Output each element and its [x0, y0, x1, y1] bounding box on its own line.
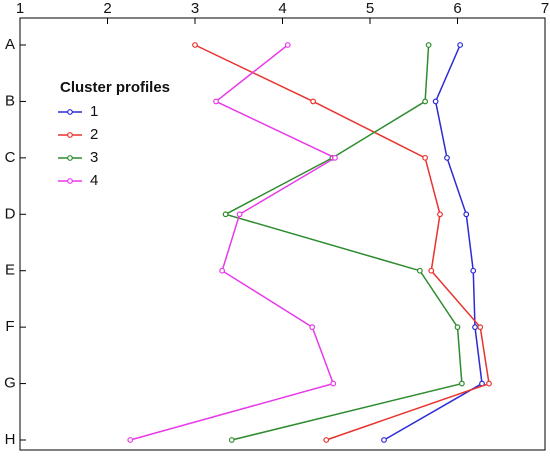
legend-marker [67, 109, 73, 115]
point [332, 154, 338, 161]
point [309, 324, 316, 331]
legend-label: 3 [90, 149, 98, 166]
point [470, 267, 477, 274]
x-tick-label: 6 [453, 0, 461, 17]
point [422, 154, 429, 161]
legend-marker [67, 155, 73, 161]
point [425, 42, 432, 48]
y-tick-label: A [5, 36, 15, 53]
point [381, 437, 387, 443]
point [486, 380, 492, 387]
y-tick-label: F [5, 318, 14, 335]
x-tick-label: 1 [16, 0, 24, 17]
point [236, 211, 243, 218]
y-tick-label: E [5, 262, 15, 279]
y-tick-label: D [5, 205, 16, 222]
y-tick-label: B [5, 92, 15, 109]
legend-label: 1 [90, 103, 98, 120]
point [437, 211, 443, 218]
series-line [383, 44, 483, 441]
x-tick-label: 3 [191, 0, 199, 17]
series-line [223, 44, 463, 441]
point [310, 98, 317, 105]
legend-label: 4 [90, 172, 98, 189]
point [444, 154, 450, 161]
point [454, 324, 461, 331]
point [422, 98, 429, 105]
point [416, 267, 423, 274]
x-tick-label: 2 [103, 0, 111, 17]
legend-label: 2 [90, 126, 98, 143]
series-line [130, 44, 337, 441]
y-tick-label: C [5, 149, 16, 166]
point [323, 437, 330, 443]
point [477, 324, 484, 331]
x-tick-label: 4 [278, 0, 286, 17]
point [432, 98, 439, 105]
point [222, 211, 229, 218]
legend-marker [67, 132, 73, 138]
point [213, 98, 219, 105]
y-tick-label: G [4, 375, 16, 392]
point [428, 267, 435, 274]
x-tick-label: 5 [366, 0, 374, 17]
point [463, 211, 470, 218]
point [127, 437, 134, 443]
point [192, 42, 198, 48]
point [284, 42, 291, 48]
point [458, 380, 465, 387]
legend-title: Cluster profiles [60, 79, 170, 96]
point [330, 380, 337, 387]
point [228, 437, 235, 443]
legend-marker [67, 178, 73, 184]
series-line [194, 44, 490, 441]
point [457, 42, 464, 48]
point [472, 324, 478, 331]
y-tick-label: H [5, 431, 16, 448]
point [219, 267, 226, 274]
x-tick-label: 7 [541, 0, 549, 17]
